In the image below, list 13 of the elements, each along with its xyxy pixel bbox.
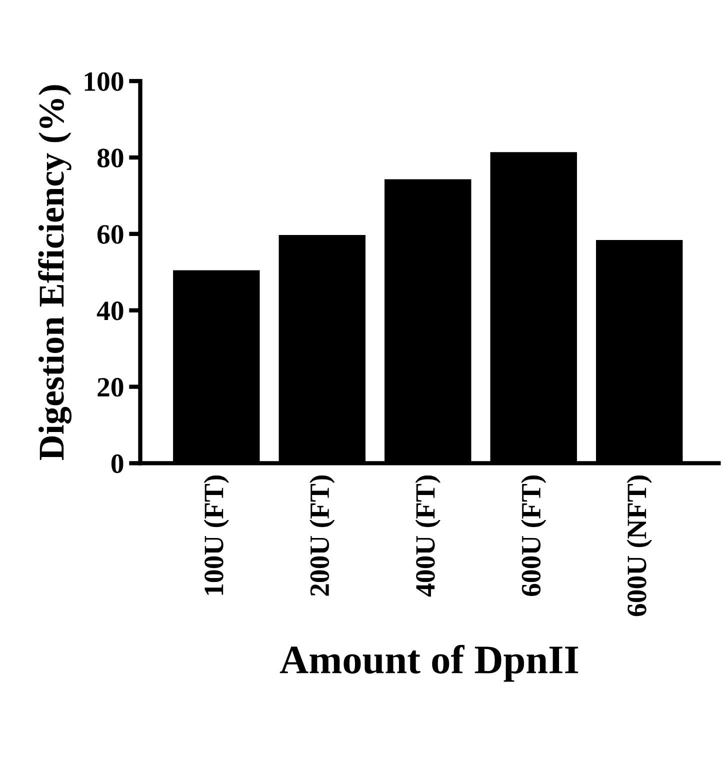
y-tick-label: 100 xyxy=(84,72,124,91)
x-tick-label: 200U (FT) xyxy=(310,476,335,596)
y-tick-label: 80 xyxy=(97,148,124,168)
y-tick-label: 20 xyxy=(98,378,124,397)
x-tick-label: 400U (FT) xyxy=(415,476,440,597)
x-tick-label: 600U (FT) xyxy=(521,476,546,596)
x-tick-label: 600U (NFT) xyxy=(626,476,652,616)
y-tick-label: 60 xyxy=(97,225,124,244)
x-tick-label: 100U (FT) xyxy=(204,476,229,595)
x-axis-title: Amount of DpnII xyxy=(280,644,578,682)
y-axis-title: Digestion Efficiency (%) xyxy=(38,85,72,460)
y-tick-label: 40 xyxy=(96,302,124,320)
y-tick-label: 0 xyxy=(111,454,124,474)
